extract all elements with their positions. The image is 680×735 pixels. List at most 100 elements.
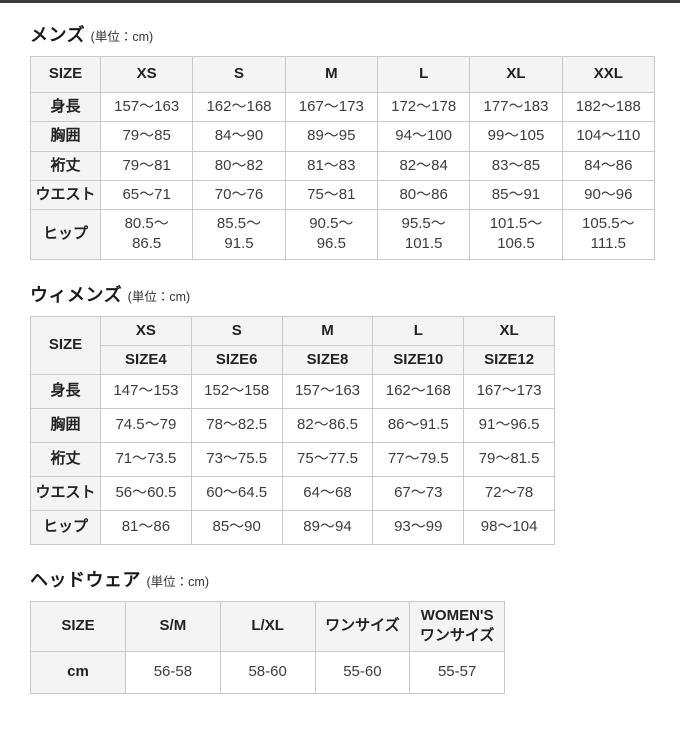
table-row: ヒップ 80.5～ 86.5 85.5～ 91.5 90.5～ 96.5 95.5～ 1… [30,209,656,260]
table-cell: 167～173 [463,374,555,409]
table-row: 胸囲 74.5～79 78～82.5 82～86.5 86～91.5 91～96.5 [30,408,555,443]
header-row: SIZE S/M L/XL ワンサイズ WOMEN'S ワンサイズ [30,601,505,652]
table-cell: 177～183 [469,91,563,123]
table-cell: 172～178 [376,91,471,123]
column-header: ワンサイズ [314,601,411,652]
table-row: cm 56-58 58-60 55-60 55-57 [30,650,505,694]
table-cell: 162～168 [372,374,465,409]
mens-title-text: メンズ [30,25,86,45]
table-cell: 55-57 [409,650,505,694]
table-cell: 89～95 [284,121,378,152]
table-row: 身長 147～153 152～158 157～163 162～168 167～173 [30,374,555,409]
table-cell: 84～86 [561,150,656,181]
column-header: XL [469,56,563,93]
column-subheader: SIZE10 [372,344,465,376]
table-row: 身長 157～163 162～168 167～173 172～178 177～183 182… [30,91,656,123]
column-header: XXL [561,56,656,93]
column-header: XS [99,56,194,93]
table-cell: 182～188 [561,91,656,123]
mens-section-title: メンズ (単位：cm) [30,21,655,47]
table-cell: 79～81.5 [463,442,555,477]
table-cell: 162～168 [192,91,286,123]
size-chart-page: メンズ (単位：cm) SIZE XS S M L XL XXL 身長 157～163 162～1… [0,3,680,735]
table-cell: 89～94 [281,510,374,545]
womens-section: ウィメンズ (単位：cm) SIZE XS S M L XL SIZE4 SIZE6 SIZE8… [30,281,655,545]
table-cell: 64～68 [281,476,374,511]
row-header: ウエスト [30,476,101,511]
column-subheader: SIZE6 [190,344,283,376]
table-row: ウエスト 65～71 70～76 75～81 80～86 85～91 90～96 [30,179,656,211]
row-header: cm [30,650,126,694]
table-cell: 91～96.5 [463,408,555,443]
row-header: ウエスト [30,179,101,211]
table-cell: 157～163 [99,91,194,123]
table-cell: 80.5～ 86.5 [99,209,194,260]
row-header: ヒップ [30,209,101,260]
table-cell: 75～81 [284,179,378,211]
mens-size-table: SIZE XS S M L XL XXL 身長 157～163 162～168 167～173 172… [30,56,656,260]
mens-unit-label: (単位：cm) [90,30,154,44]
table-row: 胸囲 79～85 84～90 89～95 94～100 99～105 104～110 [30,121,656,152]
subheader-row: SIZE4 SIZE6 SIZE8 SIZE10 SIZE12 [31,344,555,376]
table-cell: 81～83 [284,150,378,181]
column-header: S/M [125,601,221,652]
table-cell: 60～64.5 [190,476,283,511]
table-cell: 93～99 [372,510,465,545]
table-cell: 65～71 [99,179,194,211]
row-header: 裄丈 [30,442,101,477]
row-header: 身長 [30,91,101,123]
table-row: ウエスト 56～60.5 60～64.5 64～68 67～73 72～78 [30,476,555,511]
table-cell: 104～110 [561,121,656,152]
table-cell: 85～90 [190,510,283,545]
column-header: S [192,56,286,93]
row-header: 裄丈 [30,150,101,181]
size-corner-header: SIZE [30,601,126,652]
column-header: M [281,315,374,346]
column-header: L/XL [219,601,316,652]
table-cell: 72～78 [463,476,555,511]
table-cell: 79～85 [99,121,194,152]
column-header: L [372,315,465,346]
table-row: 裄丈 79～81 80～82 81～83 82～84 83～85 84～86 [30,150,656,181]
column-header: XS [100,315,192,346]
top-divider-line [0,0,680,3]
column-header: L [376,56,471,93]
womens-title-text: ウィメンズ [30,284,123,305]
table-cell: 95.5～ 101.5 [376,209,471,260]
table-cell: 71～73.5 [100,442,192,477]
table-cell: 84～90 [192,121,286,152]
headwear-unit-label: (単位：cm) [146,575,210,589]
size-corner-header: SIZE [30,315,101,375]
column-header: S [190,315,283,346]
headwear-size-table: SIZE S/M L/XL ワンサイズ WOMEN'S ワンサイズ cm 56-58 58-6… [30,601,505,694]
column-header: WOMEN'S ワンサイズ [409,601,505,652]
womens-size-table: SIZE XS S M L XL SIZE4 SIZE6 SIZE8 SIZE10 SIZE12 身長… [30,315,555,545]
womens-unit-label: (単位：cm) [127,289,191,304]
table-cell: 67～73 [372,476,465,511]
row-header: ヒップ [30,510,101,545]
table-cell: 167～173 [284,91,378,123]
headwear-section: ヘッドウェア (単位：cm) SIZE S/M L/XL ワンサイズ WOMEN'S ワ… [30,566,655,694]
row-header: 胸囲 [30,408,101,443]
table-cell: 86～91.5 [372,408,465,443]
column-header: M [284,56,378,93]
table-row: ヒップ 81～86 85～90 89～94 93～99 98～104 [30,510,555,545]
header-row: SIZE XS S M L XL XXL [30,56,656,93]
table-cell: 85.5～ 91.5 [192,209,286,260]
table-cell: 152～158 [190,374,283,409]
womens-section-title: ウィメンズ (単位：cm) [30,281,655,307]
table-cell: 85～91 [469,179,563,211]
table-cell: 56-58 [125,650,221,694]
size-corner-header: SIZE [30,56,101,93]
table-cell: 75～77.5 [281,442,374,477]
table-cell: 90～96 [561,179,656,211]
header-row: SIZE XS S M L XL [30,315,555,375]
table-cell: 58-60 [219,650,316,694]
row-header: 胸囲 [30,121,101,152]
table-cell: 55-60 [314,650,411,694]
column-subheader: SIZE8 [281,344,374,376]
table-cell: 83～85 [469,150,563,181]
table-cell: 90.5～ 96.5 [284,209,378,260]
table-cell: 77～79.5 [372,442,465,477]
column-header: XL [463,315,555,346]
